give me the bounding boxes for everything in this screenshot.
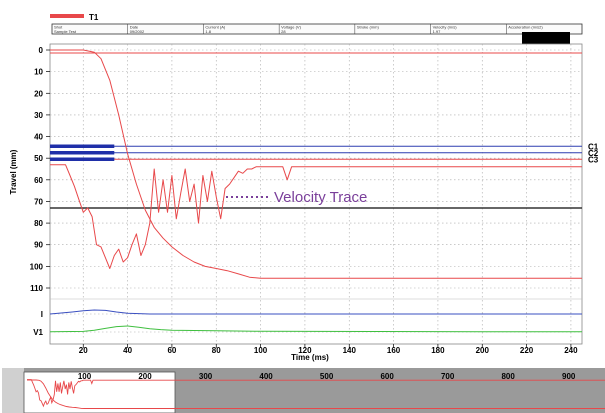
x-tick-label: 120 — [298, 346, 312, 355]
info-cell-header: Stroke (mm) — [357, 25, 380, 30]
series-line-velocity — [50, 164, 582, 269]
info-cell-header: Acceleration (m/s2) — [508, 25, 543, 30]
y-tick-label: 50 — [34, 154, 43, 163]
y-tick-label: 20 — [34, 89, 43, 98]
annotation-text: Velocity Trace — [274, 189, 367, 206]
x-tick-label: 20 — [79, 346, 88, 355]
x-tick-label: 80 — [212, 346, 221, 355]
x-tick-label: 220 — [520, 346, 534, 355]
series-line-i — [49, 309, 582, 315]
contact-label: C1 — [588, 142, 599, 151]
legend: T1 — [50, 13, 99, 22]
info-cell-value: Sample Test — [54, 29, 77, 34]
overview-tick-label: 600 — [380, 372, 394, 381]
contact-label: C2 — [588, 149, 599, 158]
contact-label: C3 — [588, 155, 599, 164]
y-tick-label: 40 — [34, 133, 43, 142]
info-cell-header: Voltage (V) — [281, 25, 301, 30]
info-cell-value: 28 — [281, 29, 286, 34]
y-tick-label: 60 — [34, 176, 43, 185]
x-tick-label: 100 — [254, 346, 268, 355]
x-tick-label: 160 — [387, 346, 401, 355]
overview-trace-t1 — [27, 379, 605, 409]
y-tick-label: 70 — [34, 197, 43, 206]
overview-tick-label: 200 — [138, 372, 152, 381]
overview-tick-label: 100 — [78, 372, 92, 381]
series-line-t1 — [50, 49, 582, 279]
overview-tick-label: 900 — [562, 372, 576, 381]
overview-left-margin — [2, 368, 24, 413]
info-cell-header: Velocity (m/s) — [433, 25, 458, 30]
info-cell-header: Date — [130, 25, 139, 30]
overview-trace-velocity — [27, 379, 605, 408]
series-line-v1 — [49, 325, 582, 333]
channel-label: I — [41, 310, 43, 319]
x-tick-label: 200 — [476, 346, 490, 355]
y-tick-label: 30 — [34, 111, 43, 120]
info-cell-value: 09/2002 — [130, 29, 145, 34]
x-tick-label: 180 — [431, 346, 445, 355]
legend-label: T1 — [89, 13, 99, 22]
y-tick-label: 10 — [34, 68, 43, 77]
y-tick-label: 100 — [30, 262, 44, 271]
info-cell-header: Current (A) — [205, 25, 225, 30]
info-cell-header: Shot — [54, 25, 63, 30]
x-tick-label: 140 — [343, 346, 357, 355]
info-cell-value: 1.8 — [205, 29, 211, 34]
y-tick-label: 90 — [34, 241, 43, 250]
x-tick-label: 40 — [123, 346, 132, 355]
y-tick-label: 80 — [34, 219, 43, 228]
overview-tick-label: 700 — [441, 372, 455, 381]
overview-tick-label: 400 — [259, 372, 273, 381]
info-strip-frame — [51, 23, 583, 35]
overview-tick-label: 800 — [501, 372, 515, 381]
y-tick-label: 0 — [39, 46, 44, 55]
x-tick-label: 240 — [564, 346, 578, 355]
x-axis-title: Time (ms) — [291, 353, 329, 362]
overview-strip[interactable]: 100 200 300 400 500 600 700 800 900 — [2, 368, 605, 413]
info-cell-value: 1.97 — [433, 29, 442, 34]
y-axis-title: Travel (mm) — [9, 149, 18, 194]
overview-window[interactable] — [23, 371, 176, 413]
velocity-annotation: Velocity Trace — [226, 189, 367, 206]
plot-frame — [49, 43, 583, 345]
x-tick-label: 60 — [167, 346, 176, 355]
overview-tick-label: 500 — [320, 372, 334, 381]
black-indicator — [522, 32, 570, 45]
y-tick-label: 110 — [30, 284, 43, 293]
channel-label: V1 — [33, 328, 43, 337]
overview-tick-label: 300 — [199, 372, 213, 381]
